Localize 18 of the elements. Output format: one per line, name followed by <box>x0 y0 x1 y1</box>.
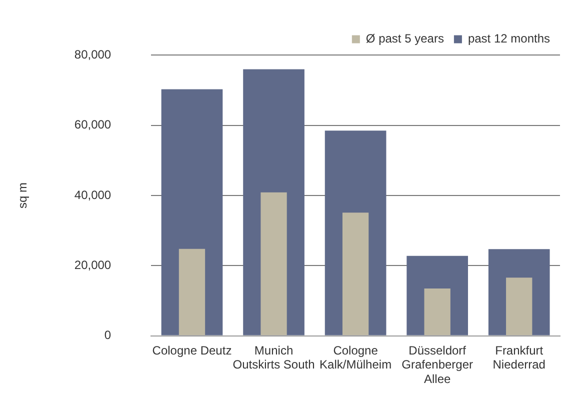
bar <box>424 288 450 336</box>
y-tick-label: 40,000 <box>74 188 112 202</box>
y-tick-label: 60,000 <box>74 118 112 132</box>
y-tick-label: 80,000 <box>74 48 112 62</box>
y-tick-label: 20,000 <box>74 258 112 272</box>
legend-label: past 12 months <box>468 32 550 46</box>
x-tick-label: Cologne Kalk/Mülheim <box>320 343 392 372</box>
legend-label: Ø past 5 years <box>366 32 444 46</box>
bar <box>342 212 369 336</box>
x-tick-label: Düsseldorf Grafenberger Allee <box>402 343 474 386</box>
bar <box>260 192 287 336</box>
y-axis-title: sq m <box>16 182 30 209</box>
bar <box>178 248 206 336</box>
x-tick-label: Cologne Deutz <box>152 343 232 358</box>
y-tick-label: 0 <box>104 328 112 342</box>
x-tick-label: Munich Outskirts South <box>232 343 315 372</box>
x-tick-label: Frankfurt Niederrad <box>492 343 546 372</box>
bar <box>506 278 532 336</box>
